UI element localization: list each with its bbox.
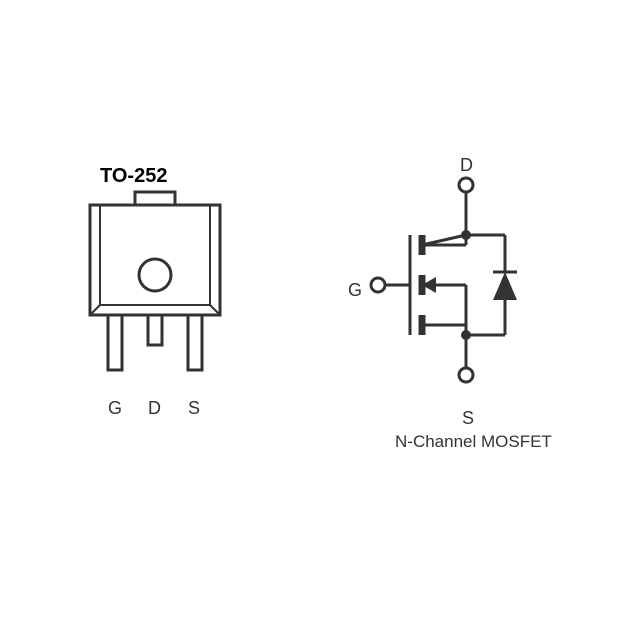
- diagram-root: TO-252 G D S D S G N-Channel MOSFET: [0, 0, 632, 632]
- diagram-svg: [0, 0, 632, 632]
